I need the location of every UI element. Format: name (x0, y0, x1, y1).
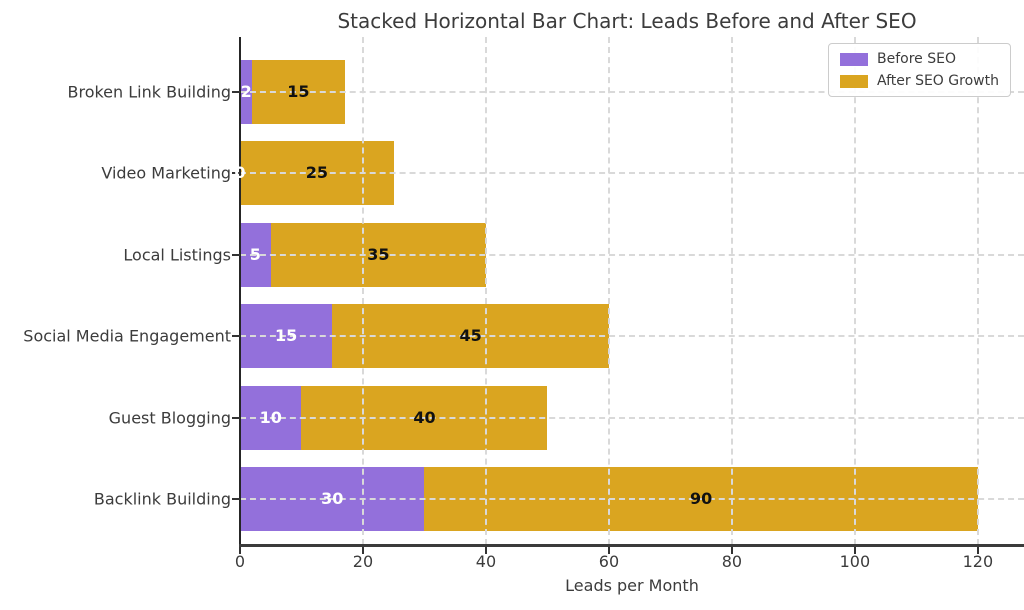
legend-swatch-before-seo-icon (840, 52, 868, 66)
y-axis-category-label: Broken Link Building (67, 82, 231, 102)
legend: Before SEO After SEO Growth (828, 43, 1011, 97)
y-axis-tick-mark (232, 91, 240, 93)
gridline-horizontal (240, 335, 1024, 338)
x-axis-tick-mark (607, 547, 610, 554)
x-axis-label: Leads per Month (565, 576, 699, 595)
y-axis-tick-mark (232, 416, 240, 419)
gridline-horizontal (240, 172, 1024, 175)
y-axis-category-labels: Broken Link Building Video Marketing Local… (0, 37, 231, 545)
y-axis-category-label: Local Listings (123, 245, 231, 265)
legend-label-before-seo: Before SEO (877, 51, 956, 67)
legend-swatch-after-seo-growth-icon (840, 74, 868, 88)
x-axis-tick-label: 20 (352, 552, 374, 571)
bar-value-label: 40 (413, 407, 436, 427)
y-axis-category-label: Guest Blogging (108, 408, 231, 428)
x-axis-tick-label: 0 (234, 552, 246, 571)
y-axis-tick-mark (232, 253, 240, 256)
y-axis-spine (239, 37, 241, 547)
gridline-horizontal (240, 91, 1024, 93)
bar-value-label: 0 (234, 163, 246, 183)
x-axis-tick-mark (484, 547, 487, 554)
x-axis-tick-label: 40 (475, 552, 497, 571)
y-axis-tick-mark (232, 335, 240, 338)
y-axis-category-label: Video Marketing (101, 163, 231, 183)
bar-value-label: 45 (459, 326, 482, 346)
y-axis-category-label: Backlink Building (93, 489, 231, 509)
gridline-vertical (730, 37, 733, 545)
x-axis-tick-mark (239, 547, 241, 554)
x-axis-tick-label: 60 (598, 552, 620, 571)
y-axis-tick-mark (232, 498, 240, 500)
bar-value-label: 25 (305, 163, 328, 183)
legend-item-after-seo-growth: After SEO Growth (840, 73, 999, 89)
gridline-vertical (607, 37, 610, 545)
bar-value-label: 5 (249, 244, 261, 264)
y-axis-tick-mark (232, 172, 240, 175)
bar-value-label: 30 (321, 489, 344, 508)
bar-value-label: 2 (240, 82, 252, 101)
x-axis-spine (239, 544, 1024, 547)
x-axis-tick-mark (361, 547, 364, 554)
bar-value-label: 10 (259, 407, 282, 427)
x-axis-tick-label: 80 (721, 552, 743, 571)
x-axis-tick-label: 100 (839, 552, 871, 571)
gridline-vertical (361, 37, 364, 545)
plot-area: 2 15 0 25 5 35 15 45 10 40 30 90 (232, 37, 1024, 554)
y-axis-category-label: Social Media Engagement (23, 326, 231, 346)
gridline-vertical (484, 37, 487, 545)
x-axis-tick-mark (730, 547, 733, 554)
legend-item-before-seo: Before SEO (840, 51, 999, 67)
bar-value-label: 15 (287, 82, 310, 101)
gridline-vertical (853, 37, 856, 545)
legend-label-after-seo-growth: After SEO Growth (877, 73, 999, 89)
bar-value-label: 90 (690, 489, 713, 508)
gridline-horizontal (240, 416, 1024, 419)
gridline-horizontal (240, 253, 1024, 256)
chart-title: Stacked Horizontal Bar Chart: Leads Befo… (337, 9, 917, 33)
bar-value-label: 35 (367, 244, 390, 264)
gridline-vertical (976, 37, 979, 545)
x-axis-tick-mark (976, 547, 979, 554)
x-axis-tick-label: 120 (962, 552, 994, 571)
gridline-horizontal (240, 498, 1024, 500)
x-axis-tick-mark (853, 547, 856, 554)
bar-value-label: 15 (274, 326, 298, 346)
